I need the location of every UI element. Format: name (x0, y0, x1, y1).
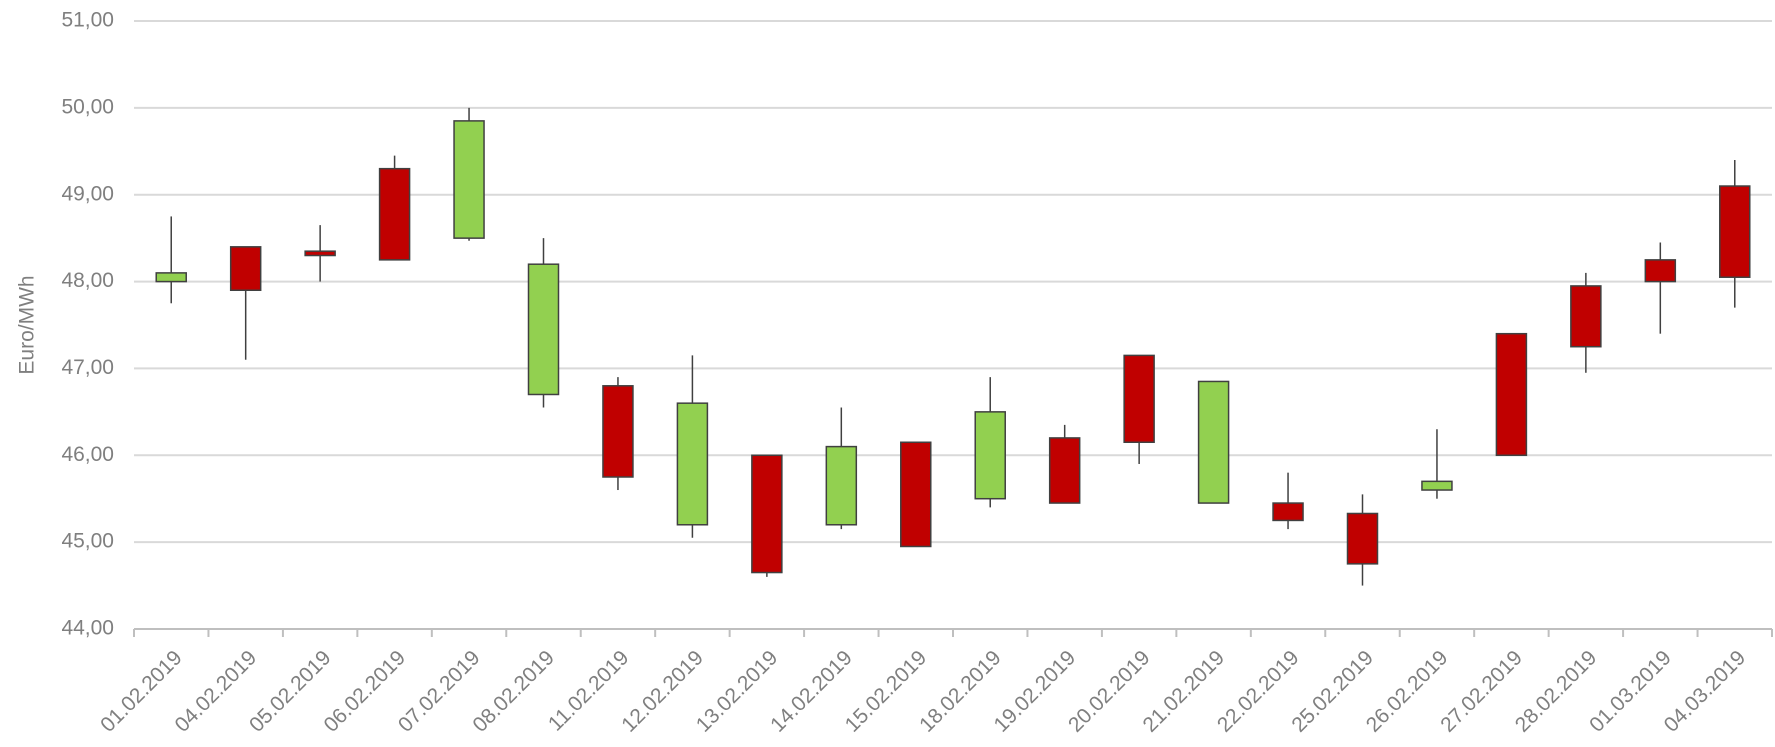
candle-body (453, 120, 485, 239)
candle-body (1272, 502, 1304, 522)
candle-body (1570, 285, 1602, 348)
x-tick-label: 04.03.2019 (1660, 646, 1751, 737)
candle-body (751, 454, 783, 574)
candle-body (1719, 185, 1751, 278)
y-tick-label: 46,00 (61, 443, 114, 466)
y-tick-label: 49,00 (61, 182, 114, 205)
candle-body (527, 263, 560, 396)
y-tick-label: 44,00 (61, 617, 114, 640)
candle-body (1123, 354, 1155, 444)
candle-body (1644, 259, 1677, 283)
y-tick-label: 47,00 (61, 356, 114, 379)
y-tick-label: 51,00 (61, 9, 114, 32)
x-tick-label: 08.02.2019 (468, 646, 559, 737)
candle-body (825, 445, 858, 526)
candle-body (1346, 512, 1379, 565)
candle-body (378, 167, 411, 261)
candle-body (900, 441, 932, 548)
candle-body (229, 246, 262, 292)
candle-body (1421, 480, 1453, 491)
candle-body (1197, 380, 1230, 504)
candle-body (602, 385, 634, 478)
y-tick-label: 45,00 (61, 530, 114, 553)
candle-body (1495, 332, 1528, 457)
y-tick-label: 50,00 (61, 95, 114, 118)
y-axis-label: Euro/MWh (16, 275, 39, 374)
candle-body (155, 272, 187, 283)
candle-body (304, 250, 336, 257)
candle-body (974, 411, 1006, 500)
candle-body (1048, 437, 1081, 504)
candle-body (676, 402, 709, 526)
y-tick-label: 48,00 (61, 269, 114, 292)
